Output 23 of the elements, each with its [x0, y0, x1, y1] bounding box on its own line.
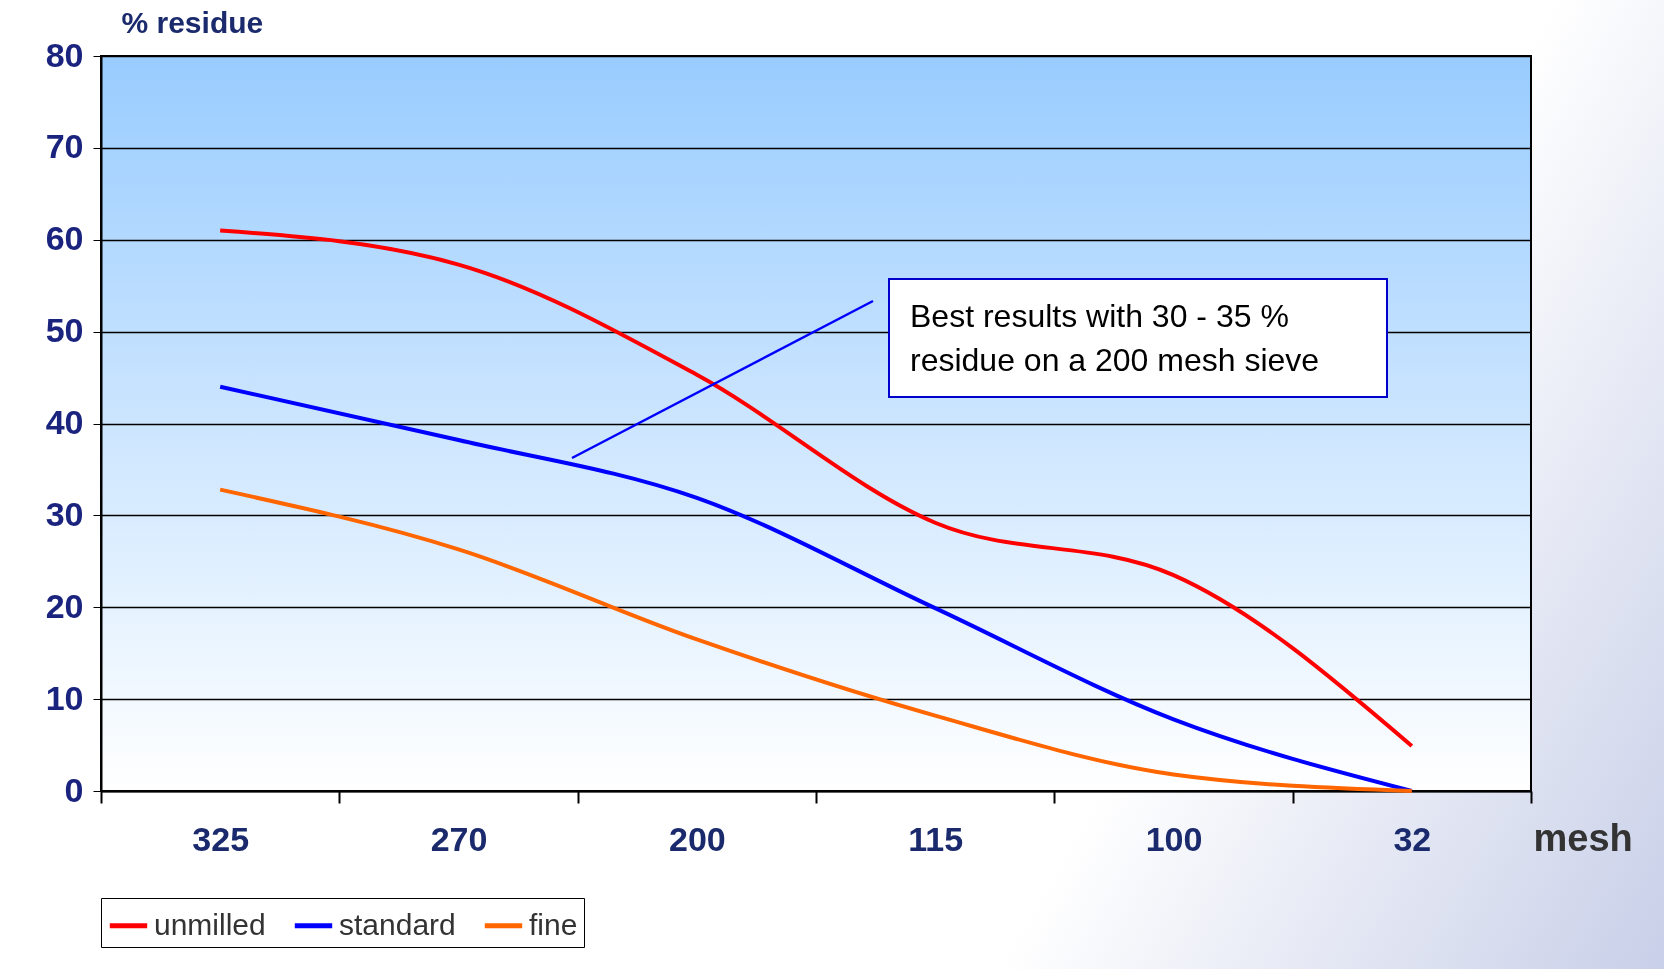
y-tick-label: 50 [45, 311, 84, 350]
legend-label: unmilled [154, 907, 266, 941]
legend-label: standard [339, 907, 456, 941]
y-tick-label: 70 [45, 127, 84, 166]
y-tick-label: 20 [45, 586, 84, 625]
line-series [218, 487, 1414, 793]
annotation: Best results with 30 - 35 % residue on a 200 mesh sieve [888, 278, 1388, 398]
y-axis-title: % residue [121, 5, 264, 39]
x-tick-label: 200 [668, 819, 726, 858]
x-tick-label: 325 [192, 819, 250, 858]
x-tick-label: 270 [430, 819, 488, 858]
y-tick-label: 60 [45, 219, 84, 258]
y-tick-label: 40 [45, 403, 84, 441]
line-series [218, 228, 1414, 748]
x-tick-label: 115 [908, 819, 964, 858]
x-tick-label: 32 [1393, 819, 1432, 858]
legend-label: fine [529, 907, 578, 941]
y-tick-label: 80 [45, 35, 84, 74]
x-axis-title: mesh [1533, 816, 1633, 859]
y-tick-label: 0 [64, 770, 84, 809]
y-tick-label: 30 [45, 494, 84, 533]
x-tick-label: 100 [1145, 819, 1203, 858]
y-tick-label: 10 [45, 678, 84, 717]
